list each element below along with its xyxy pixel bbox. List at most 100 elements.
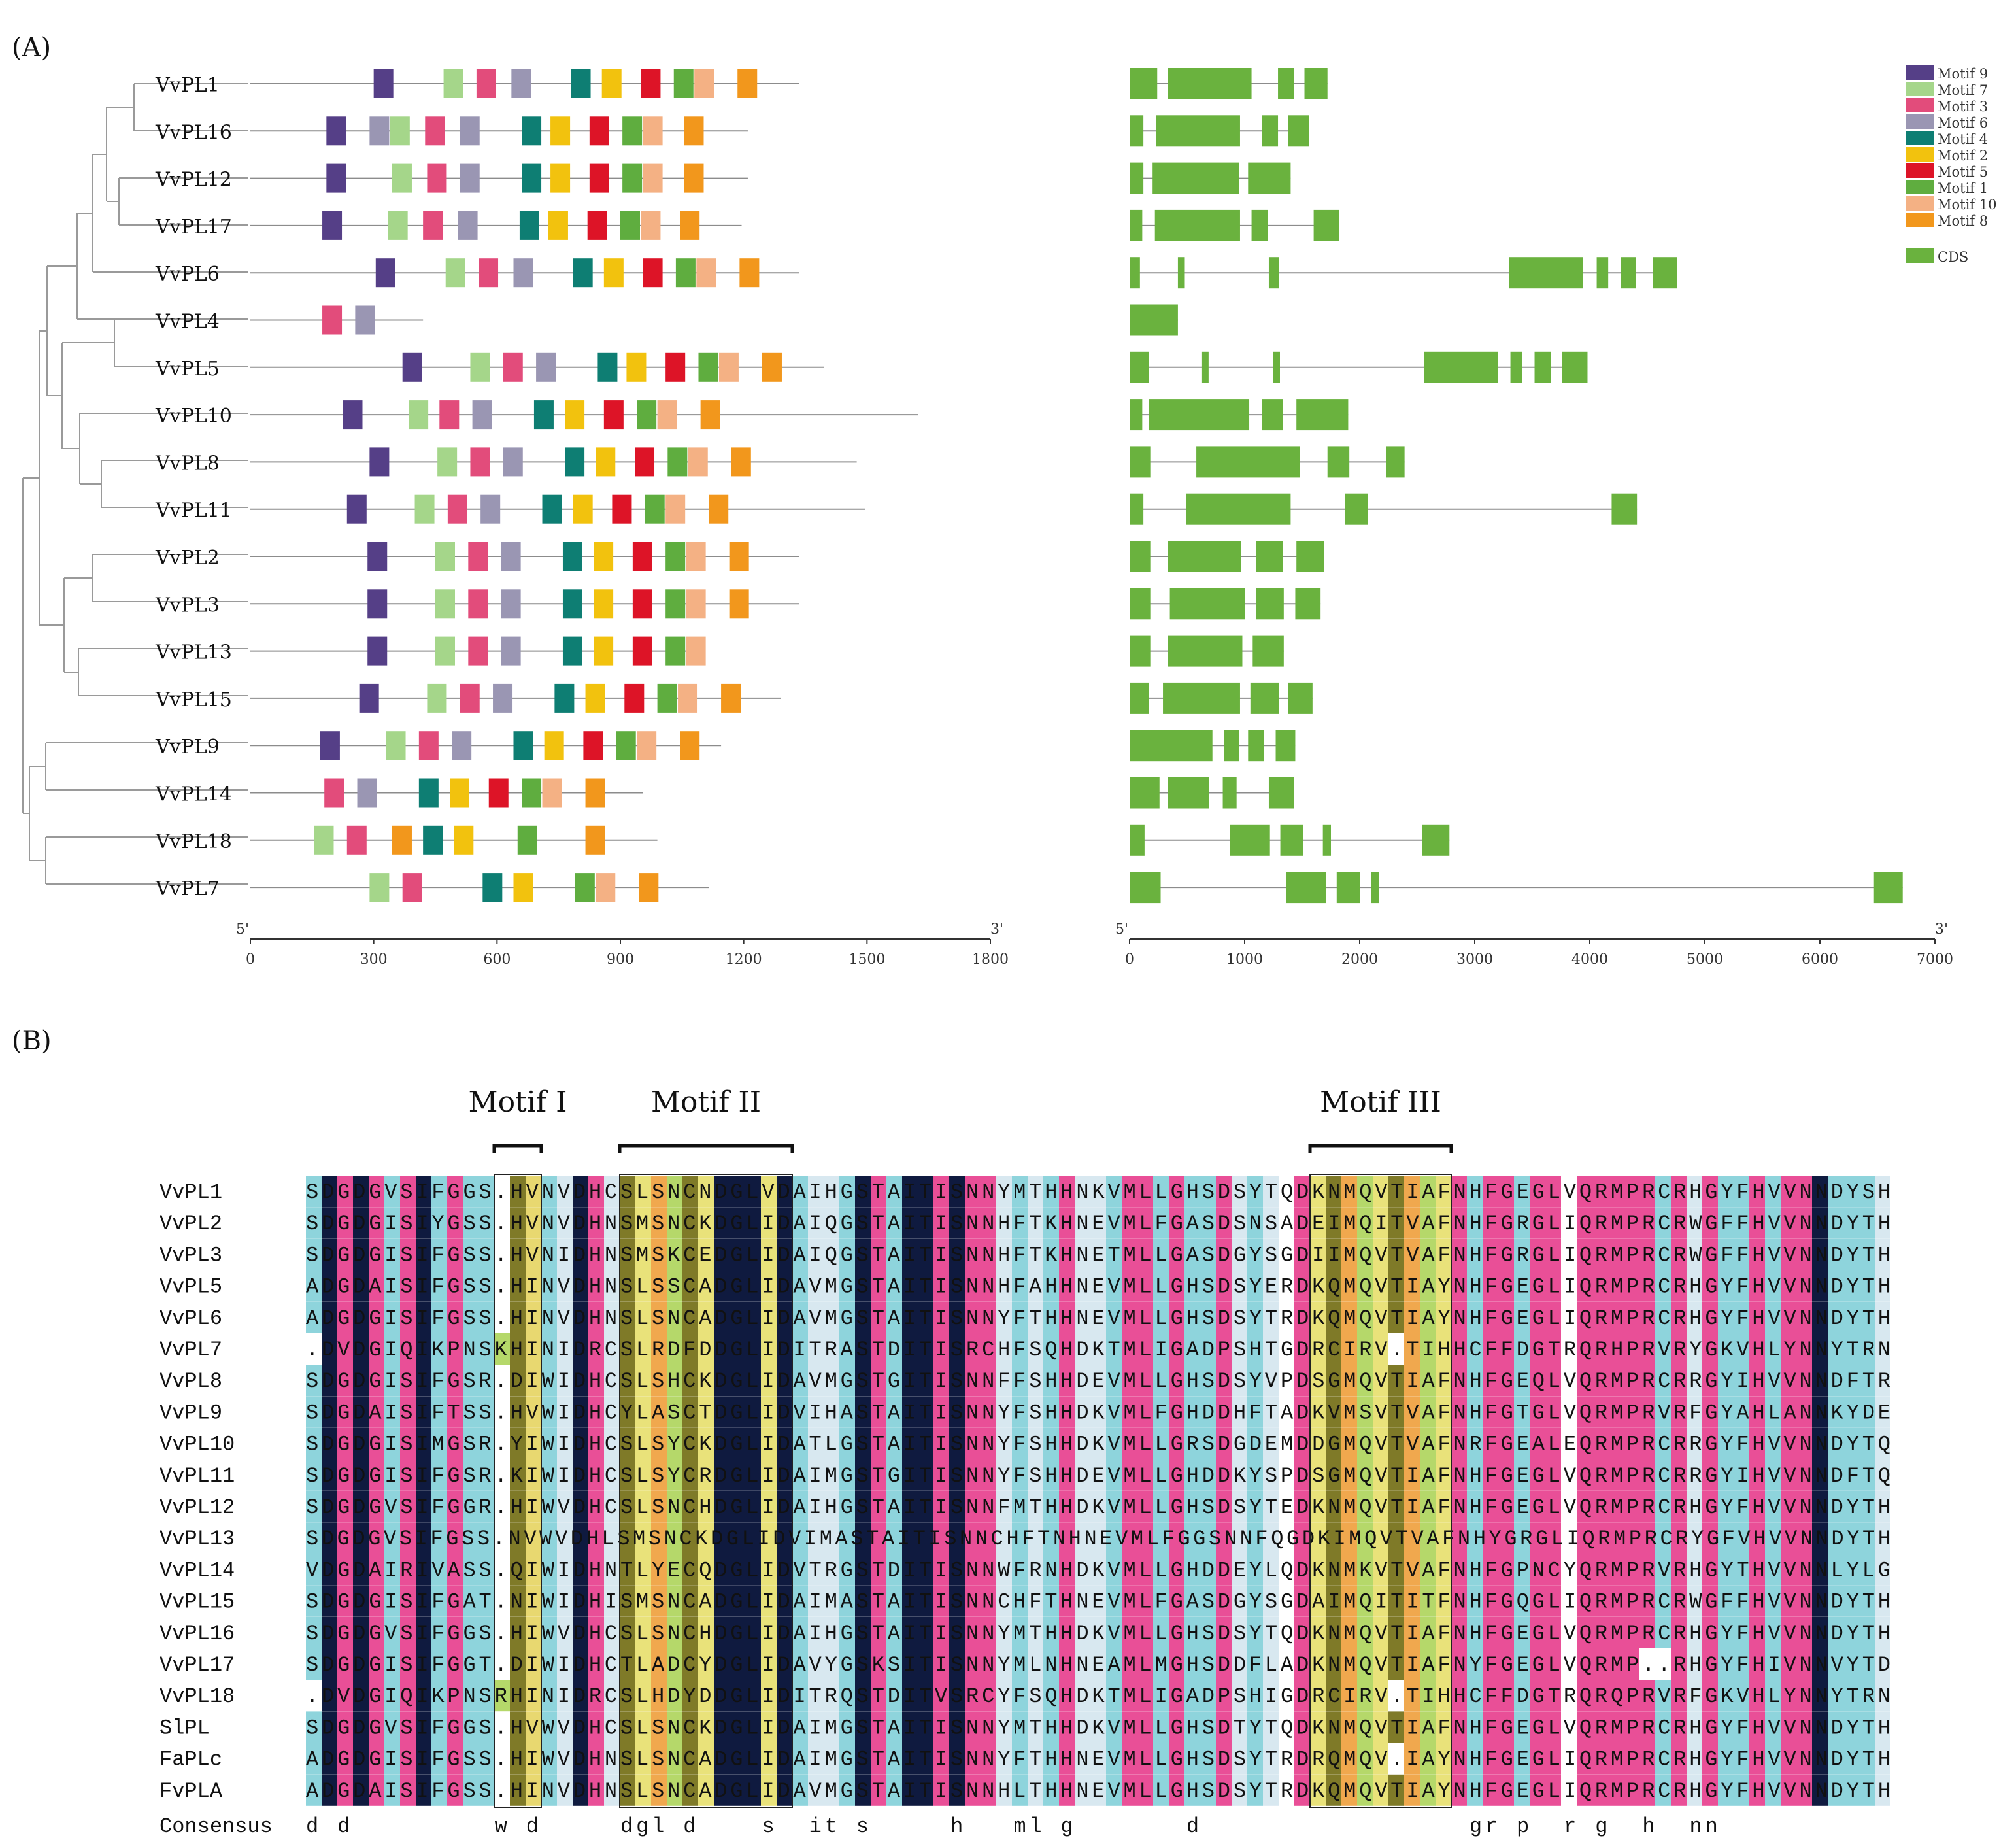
residue-shade: [714, 1207, 730, 1239]
residue-shade: [1671, 1396, 1687, 1428]
residue-shade: [1028, 1270, 1043, 1302]
residue-shade: [667, 1301, 682, 1333]
residue-shade: [588, 1301, 604, 1333]
motif-box: [632, 636, 652, 666]
gene-label: VvPL9: [155, 736, 220, 758]
residue-shade: [1326, 1301, 1341, 1333]
residue-shade: [1734, 1333, 1749, 1365]
residue-shade: [682, 1176, 698, 1207]
motif-row: VvPL6: [155, 258, 799, 288]
motif-box: [597, 352, 618, 382]
residue-shade: [463, 1207, 479, 1239]
residue-shade: [1153, 1365, 1169, 1397]
exon-box: [1256, 588, 1284, 620]
axis-tick-label: 7000: [1917, 951, 1953, 968]
residue-shade: [1592, 1427, 1608, 1459]
residue-shade: [431, 1365, 447, 1397]
residue-shade: [1718, 1238, 1734, 1270]
residue-shade: [1043, 1427, 1059, 1459]
residue-shade: [1216, 1396, 1232, 1428]
alignment-row: VvPL9 SDGDAISIFTSS.HVWIDHCYLASCTDGLIDVIHA…: [160, 1396, 1890, 1428]
residue-shade: [886, 1427, 902, 1459]
motif-row: VvPL5: [155, 352, 824, 382]
residue-shade: [761, 1301, 777, 1333]
residue-shade: [1404, 1396, 1420, 1428]
residue-shade: [1781, 1333, 1796, 1365]
residue-shade: [1373, 1301, 1388, 1333]
residue-shade: [1012, 1396, 1028, 1428]
residue-shade: [1875, 1427, 1890, 1459]
motif-box: [624, 683, 645, 713]
residue-shade: [1514, 1396, 1530, 1428]
residue-shade: [510, 1207, 526, 1239]
residue-shade: [1184, 1207, 1200, 1239]
residue-shade: [1294, 1301, 1310, 1333]
residue-shade: [1059, 1301, 1075, 1333]
residue-shade: [1388, 1301, 1404, 1333]
residue-shade: [902, 1207, 918, 1239]
residue-shade: [337, 1207, 353, 1239]
gene-structure-row: [1130, 68, 1328, 99]
residue-shade: [965, 1365, 981, 1397]
residue-shade: [824, 1270, 839, 1302]
residue-shade: [1075, 1176, 1090, 1207]
motif-box: [718, 352, 739, 382]
residue-shade: [808, 1459, 824, 1491]
residue-shade: [1592, 1176, 1608, 1207]
residue-shade: [306, 1270, 322, 1302]
residue-shade: [698, 1396, 714, 1428]
motif-box: [367, 636, 388, 666]
residue-shade: [431, 1333, 447, 1365]
residue-shade: [1687, 1176, 1702, 1207]
residue-shade: [604, 1396, 620, 1428]
residue-shade: [1592, 1333, 1608, 1365]
residue-shade: [1671, 1238, 1687, 1270]
residue-shade: [965, 1333, 981, 1365]
residue-shade: [400, 1176, 416, 1207]
residue-shade: [745, 1301, 761, 1333]
residue-shade: [1781, 1176, 1796, 1207]
residue-shade: [1357, 1427, 1373, 1459]
residue-shade: [1357, 1238, 1373, 1270]
residue-shade: [855, 1207, 871, 1239]
motif-box: [479, 258, 499, 288]
residue-shade: [1341, 1270, 1357, 1302]
residue-shade: [1090, 1333, 1106, 1365]
residue-shade: [1671, 1176, 1687, 1207]
residue-shade: [698, 1459, 714, 1491]
residue-shade: [730, 1238, 745, 1270]
residue-shade: [1624, 1301, 1639, 1333]
alignment-row: VvPL8 SDGDGISIFGSR.DIWIDHCSLSHCKDGLIDAVMG…: [160, 1365, 1890, 1397]
residue-shade: [1247, 1301, 1263, 1333]
residue-shade: [1216, 1207, 1232, 1239]
residue-shade: [745, 1176, 761, 1207]
residue-shade: [1169, 1365, 1184, 1397]
residue-shade: [1326, 1333, 1341, 1365]
residue-shade: [1624, 1333, 1639, 1365]
residue-shade: [400, 1365, 416, 1397]
residue-shade: [1812, 1365, 1828, 1397]
residue-shade: [1028, 1396, 1043, 1428]
residue-shade: [902, 1176, 918, 1207]
residue-shade: [1828, 1396, 1843, 1428]
residue-shade: [1577, 1238, 1592, 1270]
residue-shade: [620, 1365, 635, 1397]
motif-row: VvPL2: [155, 542, 799, 571]
residue-shade: [1137, 1301, 1153, 1333]
residue-shade: [1263, 1301, 1279, 1333]
motif-box: [326, 116, 346, 146]
residue-shade: [1294, 1427, 1310, 1459]
residue-shade: [479, 1301, 494, 1333]
motif-box: [739, 258, 760, 288]
residue-shade: [1341, 1301, 1357, 1333]
panel-b-label: (B): [12, 1026, 52, 1056]
exon-box: [1295, 588, 1321, 620]
residue-shade: [479, 1207, 494, 1239]
motif-box: [565, 400, 585, 430]
residue-shade: [526, 1459, 541, 1491]
motif-box: [450, 778, 470, 808]
sequence-name: VvPL14: [160, 1558, 235, 1582]
residue-shade: [1090, 1238, 1106, 1270]
residue-shade: [1137, 1427, 1153, 1459]
residue-shade: [1828, 1207, 1843, 1239]
